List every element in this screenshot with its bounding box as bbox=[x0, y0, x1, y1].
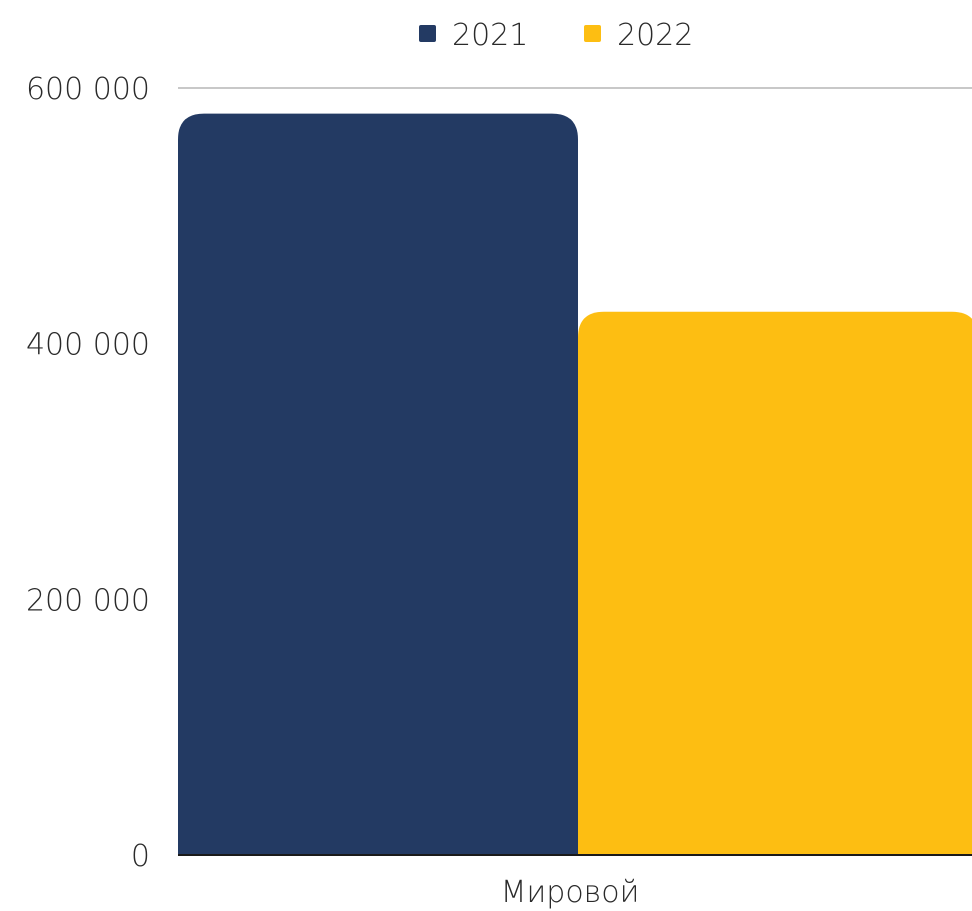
x-axis-categories: Мировой bbox=[501, 875, 640, 910]
legend-swatch-2021 bbox=[419, 25, 436, 42]
y-tick-label: 600 000 bbox=[26, 72, 150, 107]
y-tick-label: 400 000 bbox=[26, 328, 150, 363]
y-axis-ticks: 0 200 000 400 000 600 000 bbox=[26, 72, 150, 874]
legend-swatch-2022 bbox=[584, 25, 601, 42]
bar-2022-0 bbox=[578, 311, 972, 855]
x-category-label: Мировой bbox=[501, 875, 640, 910]
bar-2021-0 bbox=[178, 113, 578, 856]
y-tick-label: 0 bbox=[131, 839, 150, 874]
bars bbox=[178, 113, 972, 856]
legend-label-2022: 2022 bbox=[617, 18, 693, 53]
legend-label-2021: 2021 bbox=[452, 18, 528, 53]
y-tick-label: 200 000 bbox=[26, 583, 150, 618]
legend: 2021 2022 bbox=[419, 18, 693, 53]
